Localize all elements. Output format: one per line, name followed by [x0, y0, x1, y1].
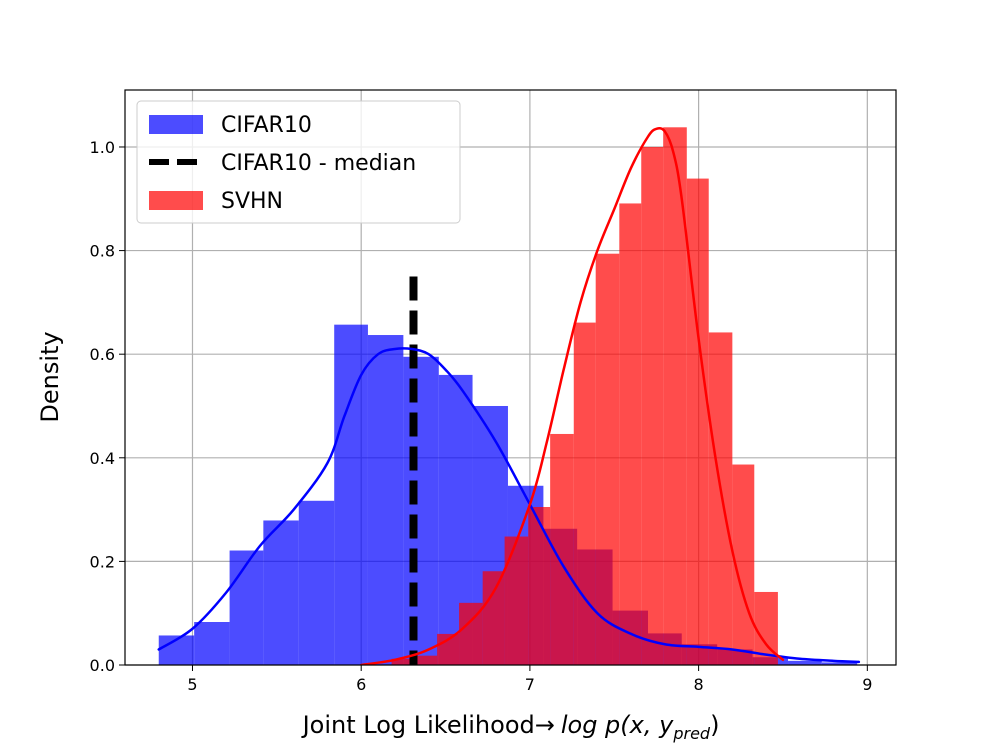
histogram-bar-cifar10: [403, 356, 439, 665]
histogram-bar-cifar10: [229, 550, 264, 665]
plot-frame: [124, 89, 897, 666]
legend-swatch-svhn: [149, 191, 203, 210]
x-axis-label-subscript: pred: [672, 724, 711, 743]
histogram-bar-cifar10: [788, 660, 822, 665]
histogram-bar-svhn: [595, 253, 620, 665]
histogram-bar-svhn: [573, 322, 596, 665]
axis-ticks: 5 6 7 8 9 0.0 0.2 0.4 0.6 0.8 1.0: [90, 138, 873, 694]
histogram-bar-cifar10: [298, 500, 335, 665]
legend: CIFAR10 CIFAR10 - median SVHN: [136, 100, 461, 224]
legend-label-median: CIFAR10 - median: [221, 151, 416, 176]
histogram-bar-cifar10: [263, 520, 299, 665]
y-tick-label: 0.2: [90, 552, 115, 571]
histogram-bar-svhn: [663, 127, 687, 665]
histogram-bar-svhn: [482, 571, 505, 665]
histogram-bar-svhn: [686, 178, 709, 665]
y-tick-label: 0.6: [90, 345, 115, 364]
legend-frame: [136, 100, 461, 224]
histogram-bar-svhn: [641, 146, 664, 665]
histogram-bars: [158, 127, 858, 665]
kde-curves: [157, 127, 861, 665]
legend-swatch-cifar10: [149, 115, 203, 134]
x-axis-label-close-paren: ): [710, 711, 719, 739]
x-axis-label-text: Joint Log Likelihood→: [301, 711, 555, 739]
y-axis-label: Density: [36, 331, 64, 422]
histogram-bar-cifar10: [334, 324, 368, 665]
histogram-bar-cifar10: [194, 622, 230, 665]
kde-curve-cifar10: [157, 347, 861, 664]
x-tick-label: 6: [356, 675, 366, 694]
y-tick-label: 0.8: [90, 242, 115, 261]
x-axis-label: Joint Log Likelihood→ log p(x, ypred): [301, 711, 720, 743]
x-tick-label: 9: [862, 675, 872, 694]
histogram-bar-svhn: [504, 536, 529, 665]
legend-label-svhn: SVHN: [221, 189, 283, 214]
x-axis-label-math: log p(x, y: [561, 711, 674, 739]
histogram-bar-svhn: [391, 658, 414, 665]
y-tick-label: 0.4: [90, 449, 115, 468]
histogram-bar-svhn: [550, 433, 574, 665]
kde-curve-svhn: [359, 127, 785, 665]
x-tick-label: 5: [187, 675, 197, 694]
histogram-bar-svhn: [528, 507, 551, 665]
histogram-bar-svhn: [413, 655, 438, 665]
histogram-bar-svhn: [708, 332, 733, 665]
legend-label-cifar10: CIFAR10: [221, 113, 312, 138]
histogram-bar-cifar10: [367, 335, 404, 665]
histogram-bar-cifar10: [821, 662, 858, 665]
x-tick-label: 7: [525, 675, 535, 694]
y-tick-label: 0.0: [90, 656, 115, 675]
x-tick-label: 8: [694, 675, 704, 694]
histogram-bar-svhn: [754, 591, 778, 665]
histogram-bar-svhn: [459, 602, 483, 665]
histogram-bar-svhn: [619, 203, 642, 665]
y-tick-label: 1.0: [90, 138, 115, 157]
